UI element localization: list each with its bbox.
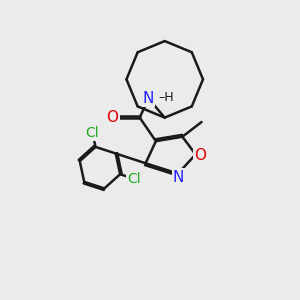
Text: O: O xyxy=(194,148,206,163)
Text: Cl: Cl xyxy=(127,172,141,186)
Text: Cl: Cl xyxy=(86,125,99,140)
Text: N: N xyxy=(143,91,154,106)
Text: –H: –H xyxy=(158,92,174,104)
Text: N: N xyxy=(173,169,184,184)
Text: O: O xyxy=(106,110,119,125)
